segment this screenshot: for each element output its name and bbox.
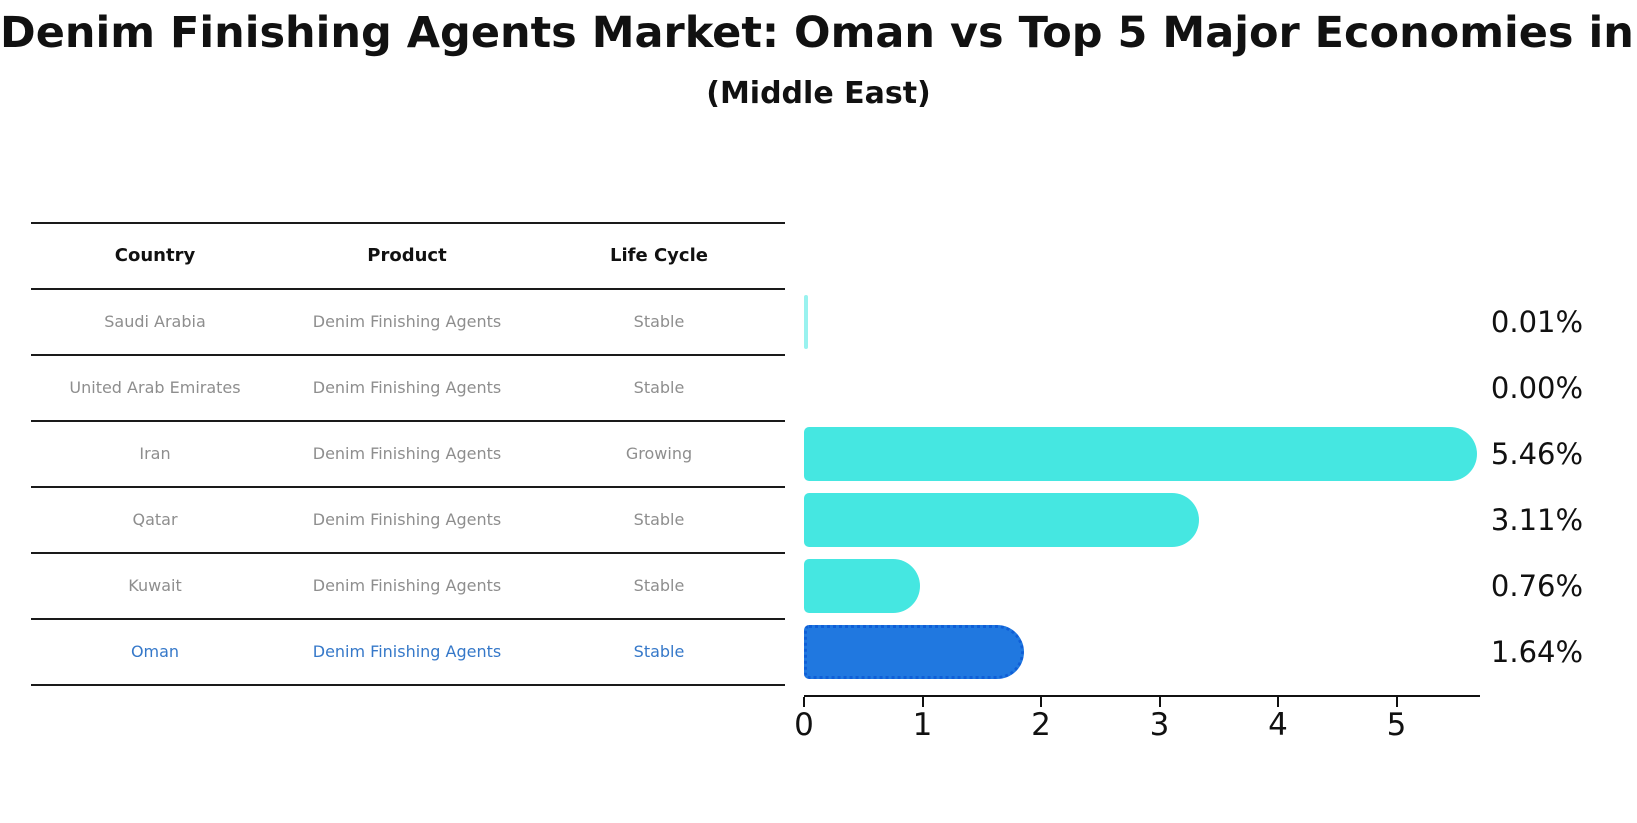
cell-product: Denim Finishing Agents: [312, 444, 502, 463]
x-axis-tick-label: 4: [1268, 707, 1288, 743]
bar-value-label-oman: 1.64%: [1490, 635, 1584, 669]
x-axis-tick-label: 1: [912, 707, 933, 743]
x-axis-tick-label: 3: [1149, 707, 1170, 743]
table-separator-line: [31, 420, 785, 422]
bar-kuwait: [804, 559, 921, 613]
cell-life-cycle: Growing: [625, 444, 693, 463]
x-axis-tick: [1158, 697, 1161, 707]
table-row-iran: Iran Denim Finishing Agents Growing: [31, 421, 785, 487]
x-axis-tick-label: 0: [794, 707, 814, 743]
bar-value-labels: 0.01% 0.00% 5.46% 3.11% 0.76% 1.64%: [1482, 223, 1592, 685]
x-axis-tick-label: 5: [1386, 707, 1407, 743]
cell-country: Saudi Arabia: [104, 312, 206, 331]
bar-value-label-iran: 5.46%: [1490, 437, 1584, 471]
column-header-country: Country: [114, 245, 196, 266]
cell-product: Denim Finishing Agents: [312, 576, 502, 595]
cell-country: Oman: [130, 642, 180, 661]
cell-country: Iran: [139, 444, 171, 463]
bar-iran: [804, 427, 1477, 481]
bar-chart: 0 1 2 3 4 5: [794, 223, 1584, 783]
table-separator-line: [31, 684, 785, 686]
bar-value-label-saudi-arabia: 0.01%: [1490, 305, 1584, 339]
cell-product: Denim Finishing Agents: [312, 312, 502, 331]
column-header-life-cycle: Life Cycle: [610, 245, 708, 266]
bar-oman: [804, 625, 1025, 679]
table-header-row: Country Product Life Cycle: [31, 223, 785, 289]
bar-qatar: [804, 493, 1199, 547]
chart-title: Denim Finishing Agents Market: Oman vs T…: [0, 8, 1637, 58]
cell-product: Denim Finishing Agents: [312, 642, 502, 661]
cell-life-cycle: Stable: [633, 312, 685, 331]
bar-value-label-united-arab-emirates: 0.00%: [1490, 371, 1584, 405]
table-separator-line: [31, 222, 785, 224]
bar-value-label-kuwait: 0.76%: [1490, 569, 1584, 603]
x-axis-tick: [921, 697, 924, 707]
cell-life-cycle: Stable: [633, 510, 685, 529]
cell-product: Denim Finishing Agents: [312, 510, 502, 529]
table-row-qatar: Qatar Denim Finishing Agents Stable: [31, 487, 785, 553]
cell-life-cycle: Stable: [633, 378, 685, 397]
table-separator-line: [31, 552, 785, 554]
column-header-product: Product: [367, 245, 447, 266]
cell-life-cycle: Stable: [633, 642, 685, 661]
table-row-saudi-arabia: Saudi Arabia Denim Finishing Agents Stable: [31, 289, 785, 355]
x-axis-tick: [803, 697, 805, 707]
bar-saudi-arabia: [804, 295, 808, 349]
x-axis-line: [804, 695, 1480, 697]
country-table: Country Product Life Cycle Saudi Arabia Deni…: [31, 222, 785, 686]
bar-value-label-qatar: 3.11%: [1490, 503, 1584, 537]
table-row-united-arab-emirates: United Arab Emirates Denim Finishing Agen…: [31, 355, 785, 421]
x-axis-tick: [1040, 697, 1042, 707]
cell-country: Kuwait: [128, 576, 182, 595]
x-axis-tick: [1277, 697, 1279, 707]
cell-country: United Arab Emirates: [69, 378, 241, 397]
table-separator-line: [31, 486, 785, 488]
x-axis-tick: [1395, 697, 1398, 707]
table-separator-line: [31, 618, 785, 620]
cell-product: Denim Finishing Agents: [312, 378, 502, 397]
table-row-kuwait: Kuwait Denim Finishing Agents Stable: [31, 553, 785, 619]
table-separator-line: [31, 288, 785, 290]
x-axis-tick-label: 2: [1031, 707, 1051, 743]
cell-life-cycle: Stable: [633, 576, 685, 595]
chart-subtitle: (Middle East): [706, 76, 931, 111]
table-separator-line: [31, 354, 785, 356]
cell-country: Qatar: [132, 510, 178, 529]
table-row-oman: Oman Denim Finishing Agents Stable: [31, 619, 785, 685]
